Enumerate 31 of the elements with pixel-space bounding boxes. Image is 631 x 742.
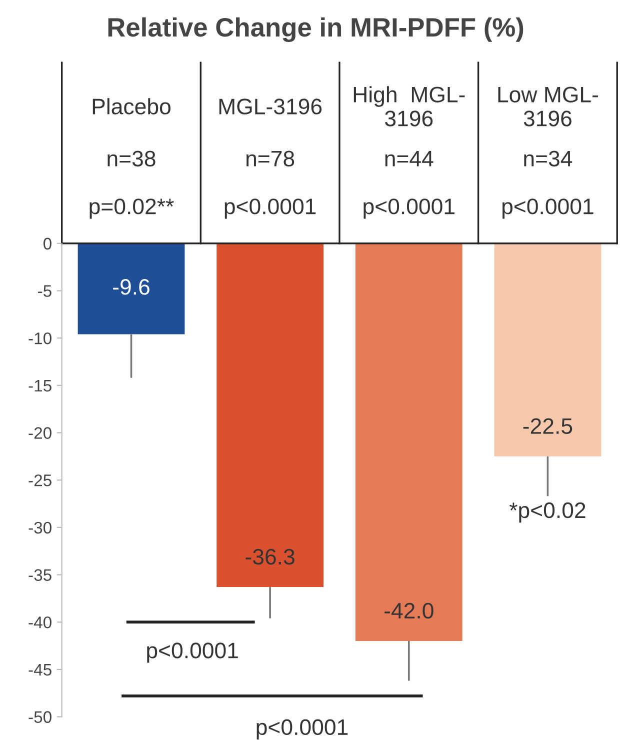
text: p<0.0001 [256,719,348,740]
annotation: *p<0.02 [509,502,586,523]
data-label: -36.3 [246,548,294,565]
x-tick-label: MGL-3196 [219,98,322,114]
text: n=78 [246,150,294,166]
data-label: -42.0 [384,602,434,619]
y-tick-label: -10 [28,332,52,344]
text: n=34 [524,150,572,166]
y-tick-label: -40 [28,616,52,628]
y-tick-label: -15 [28,380,52,392]
y-tick-label: -35 [28,569,52,581]
y-tick-label: 0 [44,238,52,250]
y-tick-label: -20 [28,427,52,439]
text: n=38 [108,150,156,166]
y-tick-label: -5 [38,285,52,297]
y-tick-label: -30 [28,522,52,534]
y-tick-label: -45 [28,664,52,676]
data-label: -22.5 [523,418,572,434]
x-tick-label: Placebo [92,98,170,114]
text: p<0.0001 [224,198,316,219]
y-tick-label: -25 [28,474,52,486]
x-tick-label: High MGL- 3196 [354,86,465,126]
text: p<0.0001 [502,198,594,219]
text: p<0.0001 [364,198,454,219]
x-tick-label: Low MGL- 3196 [498,86,598,126]
text: n=44 [385,150,434,166]
chart-title: Relative Change in MRI-PDFF (%) [108,17,524,42]
text: p=0.02** [90,198,174,219]
y-tick-label: -50 [28,711,52,723]
data-label: -9.6 [113,279,150,295]
annotation: p<0.0001 [147,642,238,663]
